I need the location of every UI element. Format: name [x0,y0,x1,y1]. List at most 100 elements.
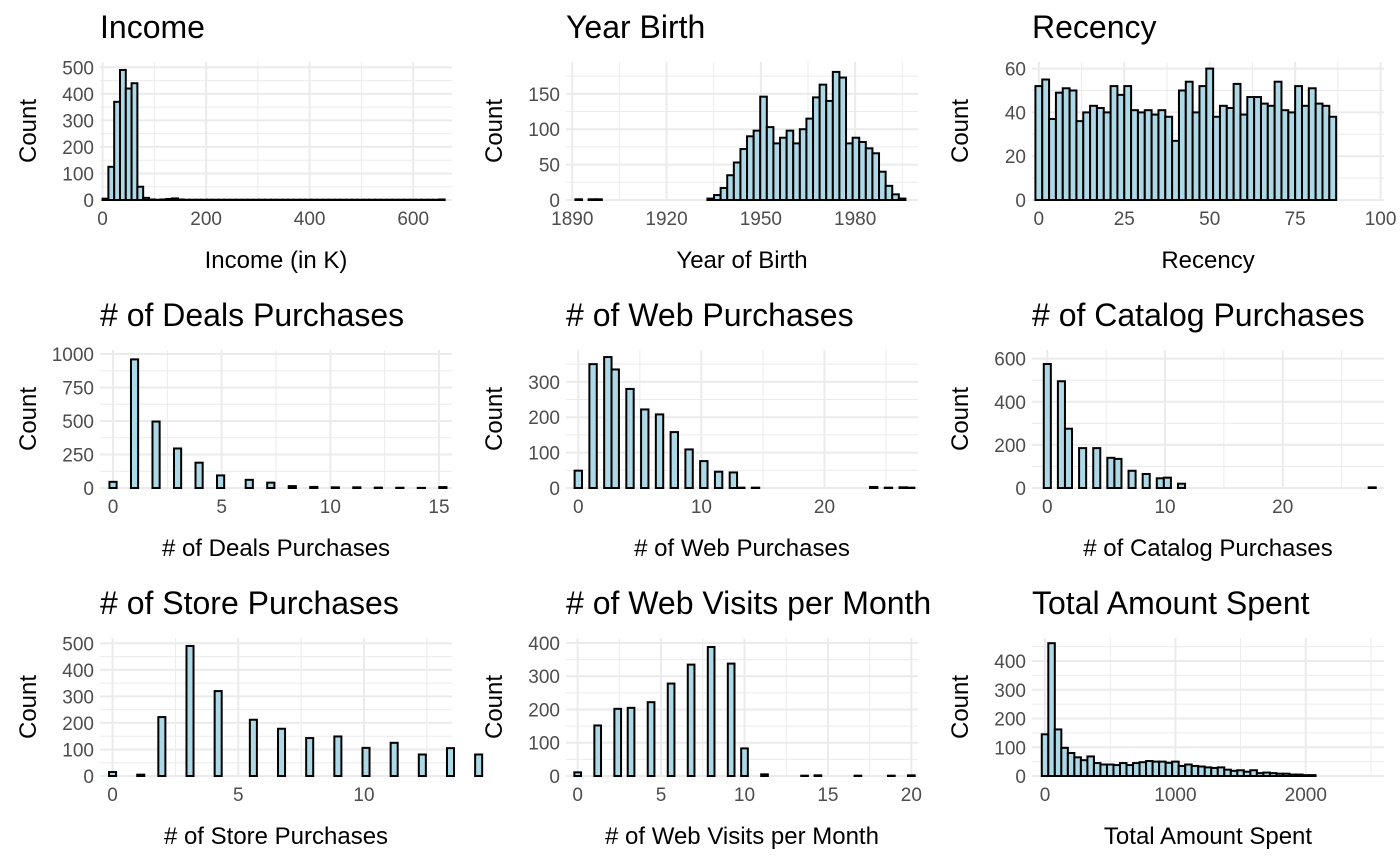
y-tick-label: 0 [83,191,94,212]
histogram-bar [185,644,195,778]
y-tick-label: 200 [528,700,560,721]
panel-title: Recency [1032,9,1157,45]
histogram-bar [244,478,254,489]
x-tick-label: 0 [107,785,118,806]
histogram-bar [613,707,623,777]
histogram-bar [838,76,848,201]
x-tick-label: 1980 [834,209,876,230]
histogram-bar [593,724,603,778]
y-tick-label: 100 [528,444,560,465]
x-tick-label: 5 [216,497,227,518]
histogram-bar [1048,117,1057,201]
y-tick-label: 0 [549,767,560,788]
histogram-bar [1232,82,1242,201]
histogram-bar [1198,85,1208,201]
panel-title: # of Store Purchases [100,585,399,621]
histogram-bar [1155,477,1165,489]
histogram-bar [1106,456,1116,489]
y-tick-label: 400 [994,652,1026,673]
x-tick-label: 200 [190,209,222,230]
histogram-bar [1078,447,1088,489]
panel-title: # of Catalog Purchases [1032,297,1365,333]
histogram-bar [1164,115,1174,201]
x-tick-label: 0 [572,785,583,806]
x-tick-label: 2000 [1285,785,1327,806]
histogram-panel-1: 1890 1920 1950 1980 0 50 100 150 Year Birth Year … [466,0,932,288]
y-axis-label: Count [947,675,974,739]
x-tick-label: 75 [1285,209,1306,230]
histogram-bar [1113,457,1123,489]
histogram-bar [333,735,343,777]
y-tick-label: 100 [62,164,94,185]
x-axis-label: Year of Birth [676,247,807,274]
panel-title: # of Web Purchases [566,297,854,333]
x-tick-label: 20 [814,497,835,518]
x-tick-label: 20 [901,785,922,806]
panel-title: Total Amount Spent [1032,585,1310,621]
histogram-svg: 0 25 50 75 100 0 20 40 60 Recency Recency Count [947,9,1397,274]
histogram-bar [266,481,276,490]
histogram-bar [1127,469,1137,489]
histogram-bar [1092,447,1102,489]
y-tick-label: 50 [539,156,560,177]
histogram-svg: 0 1000 2000 0 100 200 300 400 Total Amount Spent… [947,585,1384,850]
histogram-bar [1205,67,1215,201]
histogram-bar [129,358,140,489]
y-axis-label: Count [15,387,42,451]
histogram-bar [640,408,650,489]
histogram-bar [474,753,484,777]
histogram-bar [108,480,118,490]
histogram-bar [1047,642,1056,777]
histogram-bar [1239,113,1249,201]
histogram-bar [1367,486,1377,489]
x-tick-label: 10 [734,785,755,806]
x-axis-label: # of Web Visits per Month [605,823,879,850]
histogram-panel-5: 0 10 20 0 200 400 600 # of Catalog Purchases # o… [932,288,1398,576]
histogram-bar [1041,78,1051,201]
histogram-bar [1176,482,1187,489]
histogram-bar [1143,109,1153,201]
y-axis-label: Count [15,675,42,739]
histogram-bar [1259,102,1269,201]
histogram-bar [906,774,916,778]
histogram-bar [1116,93,1126,201]
histogram-bar [1130,109,1139,201]
histogram-bar [654,413,665,489]
y-axis-label: Count [947,387,974,451]
histogram-bar [130,82,139,201]
histogram-bar [1294,85,1303,201]
x-tick-label: 15 [428,497,449,518]
y-tick-label: 200 [994,436,1026,457]
panel-title: # of Deals Purchases [100,297,404,333]
histogram-bar [646,701,656,777]
x-tick-label: 100 [1365,209,1397,230]
histogram-panel-0: 0 200 400 600 0 100 200 300 400 500 Income Income (… [0,0,466,288]
y-tick-label: 300 [528,667,560,688]
y-tick-label: 200 [528,408,560,429]
y-tick-label: 100 [994,738,1026,759]
histogram-bar [108,771,118,777]
histogram-bar [740,747,749,777]
histogram-bar [666,682,676,777]
histogram-bar [1191,111,1201,201]
histogram-bar [1280,109,1290,201]
histogram-bar [1184,80,1194,201]
histogram-panel-7: 0 5 10 15 20 0 100 200 300 400 # of Web Visits per… [466,576,932,864]
histogram-bar [1212,115,1221,201]
histogram-bar [277,727,287,777]
x-tick-label: 0 [108,497,119,518]
histogram-bar [1109,85,1119,201]
x-axis-label: # of Catalog Purchases [1083,535,1332,562]
histogram-bar [574,198,584,202]
y-tick-label: 600 [994,350,1026,371]
histogram-bar [713,470,724,490]
x-tick-label: 0 [1034,209,1045,230]
histogram-bar [417,753,427,777]
histogram-bar [1141,472,1151,489]
histogram-bar [699,460,709,490]
y-tick-label: 400 [528,634,560,655]
histogram-bar [172,447,183,489]
y-tick-label: 300 [994,681,1026,702]
histogram-panel-8: 0 1000 2000 0 100 200 300 400 Total Amount Spent… [932,576,1398,864]
